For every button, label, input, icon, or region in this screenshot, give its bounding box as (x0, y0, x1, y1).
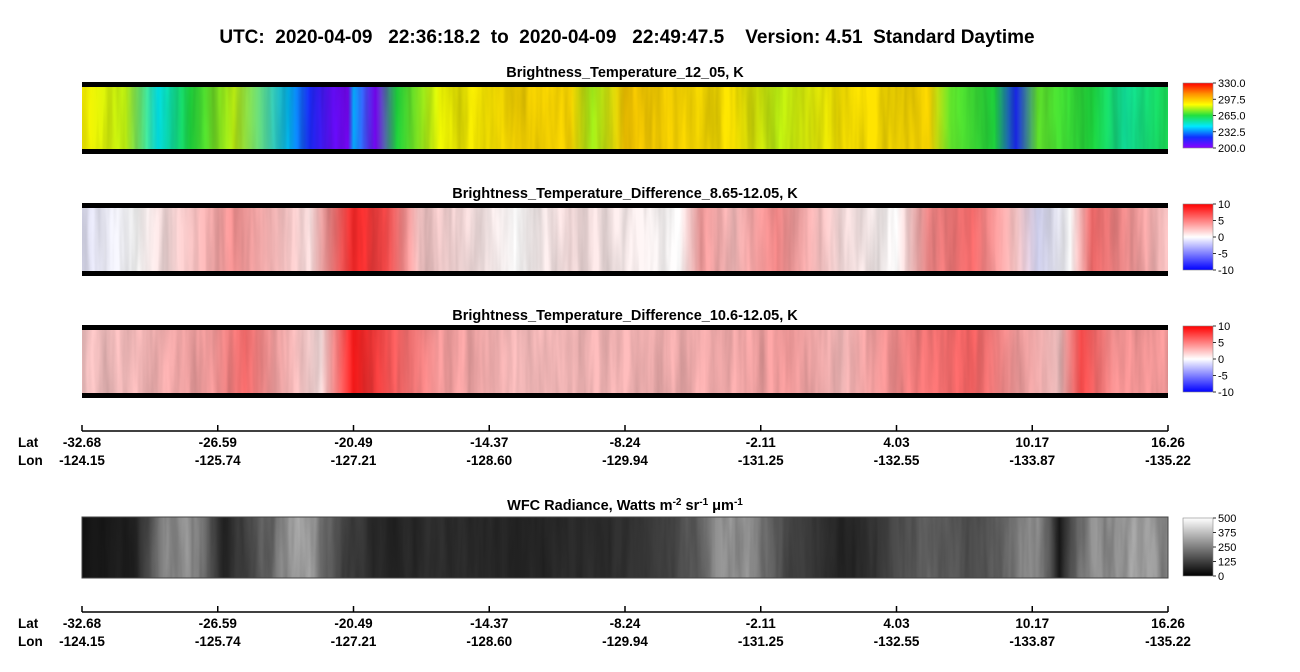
swath-frame (81, 516, 1169, 579)
lon-tick-label: -124.15 (59, 634, 105, 649)
lon-tick-label: -127.21 (331, 634, 377, 649)
swath-edge (82, 271, 1168, 276)
title-text: sr (681, 498, 699, 514)
lat-tick-label: 16.26 (1151, 435, 1185, 450)
lon-tick-label: -131.25 (738, 634, 784, 649)
swath-texture (82, 86, 1168, 150)
lon-tick-label: -135.22 (1145, 453, 1191, 468)
lon-tick-label: -125.74 (195, 453, 241, 468)
lon-row-label: Lon (18, 634, 43, 649)
lat-tick-label: -20.49 (334, 435, 372, 450)
colorbar-tick-label: 125 (1218, 557, 1236, 569)
colorbar (1182, 203, 1214, 271)
lat-tick-label: -32.68 (63, 435, 102, 450)
lat-tick-label: 16.26 (1151, 616, 1185, 631)
lat-tick-label: -8.24 (610, 435, 641, 450)
lat-tick-label: -20.49 (334, 616, 372, 631)
swath-edge (82, 149, 1168, 154)
lat-tick-label: 4.03 (883, 435, 910, 450)
panel-title: Brightness_Temperature_12_05, K (506, 65, 744, 81)
colorbar-tick-label: 375 (1218, 528, 1236, 540)
lon-tick-label: -129.94 (602, 453, 648, 468)
lat-row-label: Lat (18, 616, 39, 631)
colorbar-tick-label: -5 (1218, 371, 1228, 383)
lon-tick-label: -135.22 (1145, 634, 1191, 649)
title-superscript: -1 (699, 497, 708, 508)
colorbar-tick-label: -10 (1218, 265, 1234, 277)
colorbar (1182, 517, 1214, 577)
colorbar-tick-label: 10 (1218, 199, 1230, 211)
colorbar-tick-label: 0 (1218, 571, 1224, 583)
colorbar-tick-label: 5 (1218, 338, 1224, 350)
title-superscript: -2 (673, 497, 682, 508)
swath-texture (82, 517, 1168, 578)
lat-tick-label: -8.24 (610, 616, 641, 631)
lat-tick-label: -26.59 (199, 616, 237, 631)
title-text: WFC Radiance, Watts m (507, 498, 672, 514)
colorbar-tick-label: 5 (1218, 216, 1224, 228)
colorbar-tick-label: -10 (1218, 387, 1234, 399)
lon-tick-label: -128.60 (466, 453, 512, 468)
lon-tick-label: -124.15 (59, 453, 105, 468)
lon-tick-label: -133.87 (1009, 634, 1055, 649)
lon-tick-label: -132.55 (874, 453, 920, 468)
lon-tick-label: -128.60 (466, 634, 512, 649)
swath-texture (82, 207, 1168, 272)
lat-tick-label: 10.17 (1015, 435, 1049, 450)
colorbar-tick-label: 330.0 (1218, 78, 1246, 90)
title-text: μm (708, 498, 734, 514)
colorbar-tick-label: 265.0 (1218, 111, 1246, 123)
lat-tick-label: -14.37 (470, 435, 508, 450)
lat-tick-label: -14.37 (470, 616, 508, 631)
lat-row-label: Lat (18, 435, 39, 450)
lon-tick-label: -125.74 (195, 634, 241, 649)
colorbar-tick-label: 232.5 (1218, 127, 1246, 139)
lon-tick-label: -131.25 (738, 453, 784, 468)
lat-tick-label: 4.03 (883, 616, 910, 631)
swath-edge (82, 325, 1168, 330)
colorbar-tick-label: 297.5 (1218, 94, 1246, 106)
colorbar-tick-label: 10 (1218, 321, 1230, 333)
swath-texture (82, 329, 1168, 394)
swath-edge (82, 393, 1168, 398)
colorbar-tick-label: 0 (1218, 232, 1224, 244)
lat-tick-label: 10.17 (1015, 616, 1049, 631)
colorbar-tick-label: 0 (1218, 354, 1224, 366)
lat-tick-label: -2.11 (746, 616, 777, 631)
lat-tick-label: -2.11 (746, 435, 777, 450)
panel-title: Brightness_Temperature_Difference_10.6-1… (452, 308, 798, 324)
colorbar-tick-label: 200.0 (1218, 143, 1246, 155)
lon-tick-label: -127.21 (331, 453, 377, 468)
colorbar-tick-label: -5 (1218, 249, 1228, 261)
colorbar (1182, 82, 1214, 149)
colorbar-tick-label: 500 (1218, 513, 1236, 525)
panel-title: WFC Radiance, Watts m-2 sr-1 μm-1 (507, 497, 743, 515)
lon-row-label: Lon (18, 453, 43, 468)
title-superscript: -1 (734, 497, 743, 508)
panel-title: Brightness_Temperature_Difference_8.65-1… (452, 186, 798, 202)
lat-tick-label: -32.68 (63, 616, 102, 631)
colorbar-tick-label: 250 (1218, 542, 1236, 554)
swath-edge (82, 82, 1168, 87)
lat-tick-label: -26.59 (199, 435, 237, 450)
lon-tick-label: -129.94 (602, 634, 648, 649)
colorbar (1182, 325, 1214, 393)
lon-tick-label: -133.87 (1009, 453, 1055, 468)
figure-title: UTC: 2020-04-09 22:36:18.2 to 2020-04-09… (219, 27, 1034, 48)
swath-edge (82, 203, 1168, 208)
lon-tick-label: -132.55 (874, 634, 920, 649)
